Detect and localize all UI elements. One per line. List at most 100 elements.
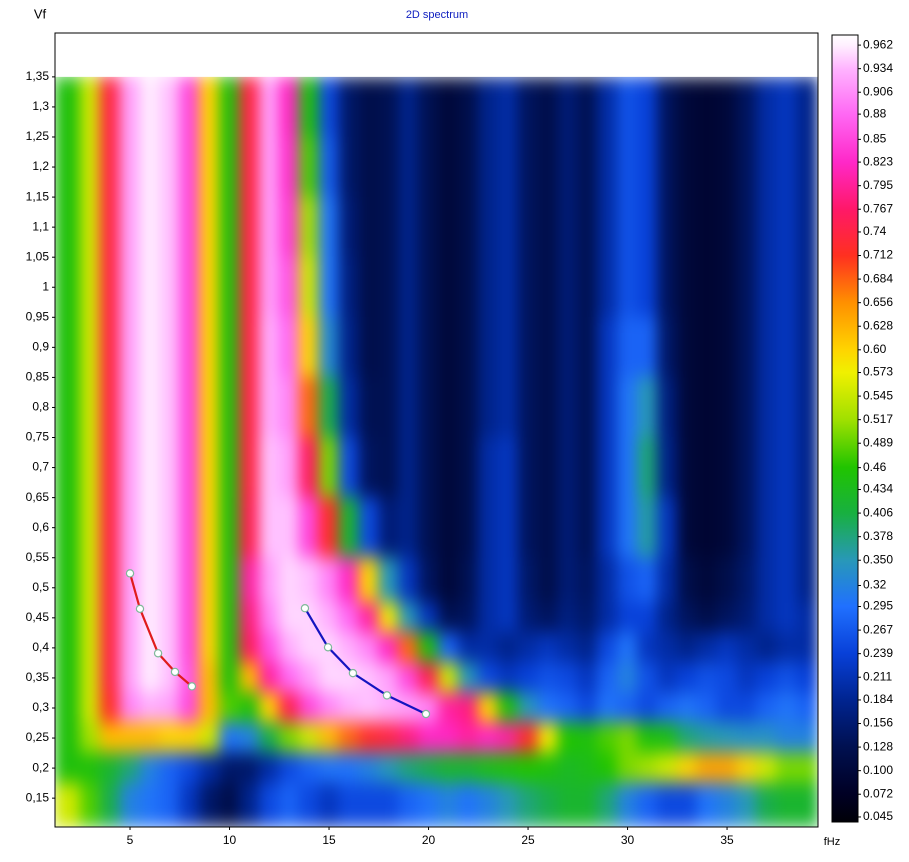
heat-cell xyxy=(796,783,818,828)
heat-cell xyxy=(120,317,141,378)
y-tick-label: 0,2 xyxy=(32,760,49,774)
heat-cell xyxy=(219,692,240,723)
heat-cell xyxy=(179,197,200,258)
heat-cell xyxy=(537,197,558,258)
heat-cell xyxy=(100,497,121,558)
heat-cell xyxy=(179,257,200,318)
heat-cell xyxy=(418,783,439,828)
heat-cell xyxy=(557,257,578,318)
heat-cell xyxy=(717,783,738,828)
colorbar-tick-label: 0.906 xyxy=(863,84,893,98)
heat-cell xyxy=(637,76,658,137)
heat-cell xyxy=(737,723,758,754)
heat-cell xyxy=(776,136,797,197)
heat-cell xyxy=(677,557,698,603)
heat-cell xyxy=(319,317,340,378)
heat-cell xyxy=(299,497,320,558)
heat-cell xyxy=(358,497,379,558)
heat-cell xyxy=(219,257,240,318)
heat-cell xyxy=(319,377,340,438)
heat-cell xyxy=(100,723,121,754)
heat-cell xyxy=(717,557,738,603)
heat-cell xyxy=(717,662,738,693)
heat-cell xyxy=(299,377,320,438)
heat-cell xyxy=(717,136,738,197)
heat-cell xyxy=(617,783,638,828)
heat-cell xyxy=(597,437,618,498)
heat-cell xyxy=(120,662,141,693)
heat-cell xyxy=(657,602,678,633)
heat-cell xyxy=(100,753,121,784)
heat-cell xyxy=(796,557,818,603)
heat-cell xyxy=(100,632,121,663)
heat-cell xyxy=(398,377,419,438)
heat-cell xyxy=(577,377,598,438)
colorbar-tick-label: 0.934 xyxy=(863,61,893,75)
heat-cell xyxy=(677,783,698,828)
x-tick-label: 30 xyxy=(621,833,635,847)
heat-cell xyxy=(338,662,359,693)
heat-cell xyxy=(259,136,280,197)
heat-cell xyxy=(617,662,638,693)
heat-cell xyxy=(139,723,160,754)
heat-cell xyxy=(478,197,499,258)
heat-cell xyxy=(458,692,479,723)
colorbar-tick-label: 0.406 xyxy=(863,505,893,519)
heat-cell xyxy=(537,317,558,378)
heat-cell xyxy=(478,723,499,754)
heat-cell xyxy=(557,753,578,784)
heat-cell xyxy=(299,753,320,784)
y-tick-label: 1,35 xyxy=(26,69,50,83)
heat-cell xyxy=(677,692,698,723)
heat-cell xyxy=(657,377,678,438)
heat-cell xyxy=(100,136,121,197)
heat-cell xyxy=(378,557,399,603)
heat-cell xyxy=(55,197,81,258)
y-tick-label: 1,25 xyxy=(26,129,50,143)
heat-cell xyxy=(159,76,180,137)
colorbar-tick-label: 0.74 xyxy=(863,224,887,238)
heat-cell xyxy=(55,257,81,318)
heat-cell xyxy=(537,257,558,318)
heat-cell xyxy=(378,662,399,693)
heat-cell xyxy=(697,136,718,197)
heat-cell xyxy=(179,497,200,558)
colorbar-tick-label: 0.211 xyxy=(863,669,892,683)
heat-cell xyxy=(438,783,459,828)
heat-cell xyxy=(338,692,359,723)
heat-cell xyxy=(577,257,598,318)
heat-cell xyxy=(338,437,359,498)
colorbar-tick-label: 0.378 xyxy=(863,529,893,543)
curve-point xyxy=(422,710,429,717)
heat-cell xyxy=(139,197,160,258)
heat-cell xyxy=(199,753,220,784)
heat-cell xyxy=(159,723,180,754)
y-tick-label: 0,75 xyxy=(26,430,50,444)
heat-cell xyxy=(120,632,141,663)
heat-cell xyxy=(358,136,379,197)
heat-cell xyxy=(279,136,300,197)
heat-cell xyxy=(597,783,618,828)
heat-cell xyxy=(776,257,797,318)
y-tick-label: 1,15 xyxy=(26,189,50,203)
heat-cell xyxy=(139,753,160,784)
heat-cell xyxy=(100,662,121,693)
heat-cell xyxy=(657,136,678,197)
heat-cell xyxy=(239,197,260,258)
heat-cell xyxy=(796,662,818,693)
heat-cell xyxy=(179,437,200,498)
heat-cell xyxy=(717,692,738,723)
heat-cell xyxy=(219,317,240,378)
heat-cell xyxy=(458,632,479,663)
y-tick-label: 1,1 xyxy=(32,219,49,233)
heat-cell xyxy=(199,723,220,754)
heat-cell xyxy=(159,197,180,258)
y-tick-label: 0,8 xyxy=(32,400,49,414)
heat-cell xyxy=(159,257,180,318)
heat-cell xyxy=(100,692,121,723)
heat-cell xyxy=(279,557,300,603)
heat-cell xyxy=(219,437,240,498)
heat-cell xyxy=(518,497,539,558)
heat-cell xyxy=(358,783,379,828)
heat-cell xyxy=(537,632,558,663)
